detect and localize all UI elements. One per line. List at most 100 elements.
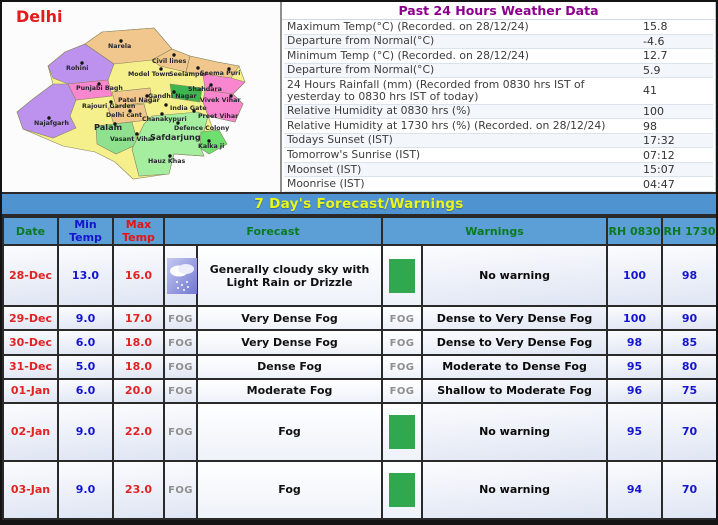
obs-label: Moonset (IST) [287, 162, 362, 176]
warning-icon-cell [381, 401, 424, 462]
forecast-text: Dense Fog [195, 353, 384, 380]
map-label-defence-colony: Defence Colony [174, 125, 229, 132]
header-rh-0830: RH 0830 [606, 216, 664, 246]
obs-row-max-departure: Departure from Normal(°C) -4.6 [284, 34, 713, 50]
map-label-rohini: Rohini [66, 65, 88, 72]
obs-label: 24 Hours Rainfall (mm) (Recorded from 08… [287, 77, 585, 103]
forecast-date: 02-Jan [2, 401, 59, 462]
no-warning-icon [389, 414, 416, 449]
forecast-row: 01-Jan 6.0 20.0 FOG Moderate Fog FOG Sha… [2, 377, 716, 404]
rh-1730-value: 75 [661, 377, 716, 404]
forecast-icon-cell: FOG [163, 401, 198, 462]
rain-cloud-icon [167, 257, 197, 294]
obs-row-sunset: Todays Sunset (IST) 17:32 [284, 134, 713, 149]
forecast-text: Generally cloudy sky with Light Rain or … [195, 243, 384, 308]
fog-icon: FOG [168, 313, 193, 325]
min-temp-value: 6.0 [57, 377, 114, 404]
map-label-civil-lines: Civil lines [152, 58, 186, 65]
map-label-preet-vihar: Preet Vihar [198, 113, 239, 120]
warning-icon-cell: FOG [381, 353, 424, 380]
forecast-row: 29-Dec 9.0 17.0 FOG Very Dense Fog FOG D… [2, 305, 716, 332]
warning-text: Dense to Very Dense Fog [421, 329, 609, 356]
max-temp-value: 18.0 [112, 353, 165, 380]
top-section: Delhi [2, 2, 716, 193]
rh-1730-value: 70 [661, 401, 716, 462]
forecast-date: 31-Dec [2, 353, 59, 380]
obs-label: Relative Humidity at 1730 hrs (%) (Recor… [287, 118, 606, 132]
rh-0830-value: 95 [606, 401, 664, 462]
obs-value: 5.9 [643, 63, 661, 77]
warning-text: Moderate to Dense Fog [421, 353, 609, 380]
past24-rows: Maximum Temp(°C) (Recorded. on 28/12/24)… [282, 20, 715, 193]
forecast-date: 29-Dec [2, 305, 59, 332]
warning-icon-cell: FOG [381, 305, 424, 332]
map-label-safdarjung: Safdarjung [150, 132, 201, 142]
forecast-icon-cell: FOG [163, 305, 198, 332]
obs-label: Moonrise (IST) [287, 177, 365, 191]
forecast-text: Fog [195, 401, 384, 462]
no-warning-icon [389, 258, 416, 293]
map-label-rajouri-garden: Rajouri Garden [82, 103, 135, 110]
map-label-group: Narela Rohini Civil lines Model Town See… [34, 43, 241, 165]
warning-icon-cell: FOG [381, 329, 424, 356]
rh-0830-value: 94 [606, 459, 664, 520]
obs-value: 15.8 [643, 20, 668, 34]
forecast-row: 31-Dec 5.0 18.0 FOG Dense Fog FOG Modera… [2, 353, 716, 380]
obs-label: Tomorrow's Sunrise (IST) [287, 147, 421, 161]
map-label-chanakypuri: Chanakypuri [142, 116, 187, 123]
forecast-section-title: 7 Day's Forecast/Warnings [2, 192, 716, 216]
delhi-map-panel: Delhi [2, 2, 280, 192]
map-label-najafgarh: Najafgarh [34, 120, 69, 127]
warning-text: No warning [421, 243, 609, 308]
warning-text: Shallow to Moderate Fog [421, 377, 609, 404]
fog-icon: FOG [389, 386, 415, 398]
obs-row-min-departure: Departure from Normal(°C) 5.9 [284, 63, 713, 79]
region-title: Delhi [16, 7, 63, 26]
forecast-icon-cell: FOG [163, 329, 198, 356]
obs-value: 12.7 [643, 49, 668, 63]
max-temp-value: 17.0 [112, 305, 165, 332]
forecast-icon-cell: FOG [163, 377, 198, 404]
forecast-header-row: Date Min Temp Max Temp Forecast Warnings… [2, 216, 716, 246]
forecast-text: Moderate Fog [195, 377, 384, 404]
map-label-hauz-khas: Hauz Khas [148, 158, 185, 165]
map-label-model-town: Model Town [128, 71, 170, 78]
map-label-gandhi-nagar: Gandhi Nagar [148, 93, 198, 100]
forecast-row: 28-Dec 13.0 16.0 Generally clo [2, 243, 716, 308]
forecast-table: Date Min Temp Max Temp Forecast Warnings… [2, 216, 716, 520]
forecast-date: 28-Dec [2, 243, 59, 308]
forecast-text: Very Dense Fog [195, 329, 384, 356]
min-temp-value: 9.0 [57, 459, 114, 520]
fog-icon: FOG [389, 337, 415, 349]
header-min-temp: Min Temp [57, 216, 114, 246]
map-label-seelampur: Seelampur [169, 71, 208, 78]
obs-value: 41 [643, 84, 657, 98]
max-temp-value: 23.0 [112, 459, 165, 520]
min-temp-value: 6.0 [57, 329, 114, 356]
warning-text: No warning [421, 459, 609, 520]
forecast-icon-cell: FOG [163, 459, 198, 520]
map-label-delhi-cant: Delhi cant [106, 112, 142, 119]
rh-1730-value: 70 [661, 459, 716, 520]
map-label-vivek-vihar: Vivek Vihar [200, 97, 241, 104]
rh-1730-value: 98 [661, 243, 716, 308]
obs-row-min-temp: Minimum Temp (°C) (Recorded. on 28/12/24… [284, 49, 713, 64]
header-forecast: Forecast [162, 216, 384, 246]
obs-value: 07:12 [643, 148, 675, 162]
map-label-narela: Narela [108, 43, 131, 50]
min-temp-value: 9.0 [57, 305, 114, 332]
past24-panel: Past 24 Hours Weather Data Maximum Temp(… [280, 2, 716, 193]
rh-0830-value: 96 [606, 377, 664, 404]
obs-row-sunrise: Tomorrow's Sunrise (IST) 07:12 [284, 148, 713, 163]
fog-icon: FOG [389, 313, 415, 325]
map-markers [47, 39, 233, 158]
rh-0830-value: 95 [606, 353, 664, 380]
header-max-temp: Max Temp [112, 216, 165, 246]
obs-label: Minimum Temp (°C) (Recorded. on 28/12/24… [287, 48, 529, 62]
forecast-date: 03-Jan [2, 459, 59, 520]
map-label-patel-nagar: Patel Nagar [118, 97, 161, 104]
obs-row-moonrise: Moonrise (IST) 04:47 [284, 177, 713, 193]
rh-0830-value: 100 [606, 243, 664, 308]
map-label-seema-puri: Seema Puri [200, 70, 240, 77]
